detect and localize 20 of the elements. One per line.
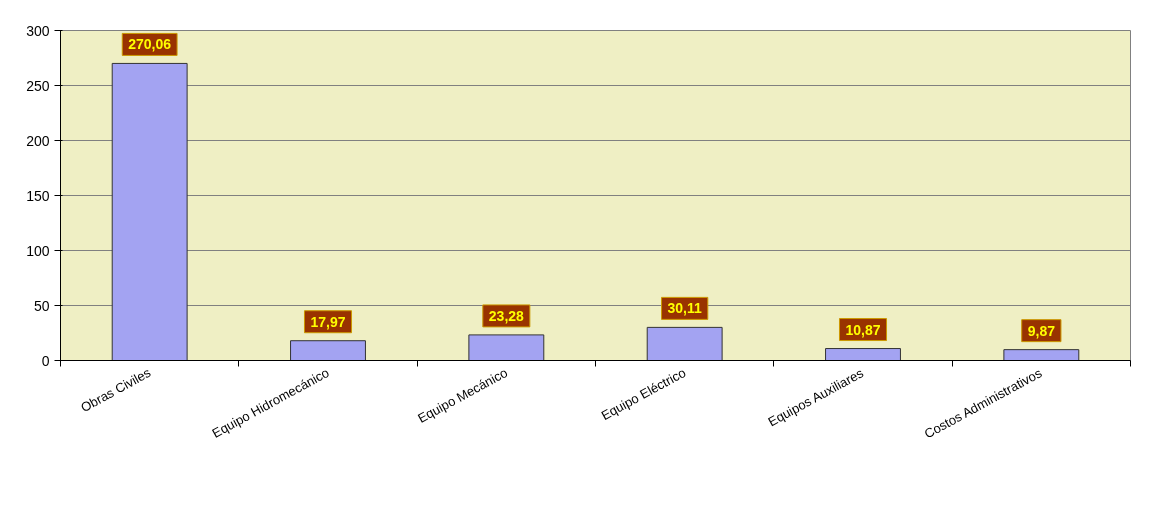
data-label: 10,87 bbox=[845, 321, 881, 338]
y-tick-label: 300 bbox=[26, 22, 50, 39]
data-label: 270,06 bbox=[128, 36, 172, 53]
bar bbox=[468, 334, 545, 361]
bar bbox=[290, 340, 366, 361]
y-tick-label: 0 bbox=[41, 352, 50, 369]
bar bbox=[825, 348, 901, 361]
bar bbox=[111, 62, 188, 361]
y-tick-label: 50 bbox=[33, 297, 50, 314]
x-tick-label: Obras Civiles bbox=[78, 364, 154, 416]
y-tick-label: 100 bbox=[26, 242, 50, 259]
y-tick-label: 200 bbox=[26, 132, 50, 149]
bar bbox=[646, 326, 723, 361]
y-tick-label: 250 bbox=[26, 77, 50, 94]
y-tick-label: 150 bbox=[26, 187, 50, 204]
data-label: 17,97 bbox=[310, 313, 346, 330]
data-label: 23,28 bbox=[488, 307, 525, 324]
data-label: 30,11 bbox=[667, 300, 703, 317]
bar bbox=[1003, 349, 1080, 361]
data-label: 9,87 bbox=[1027, 322, 1056, 339]
